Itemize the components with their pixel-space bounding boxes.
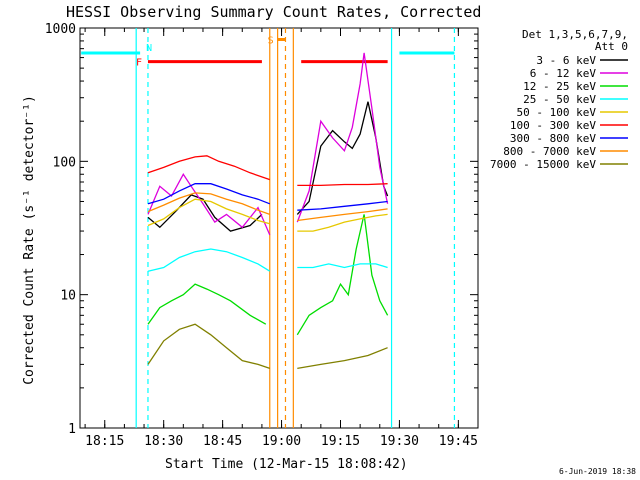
x-tick-label: 18:30 — [144, 434, 183, 449]
series-line — [297, 213, 388, 232]
x-tick-label: 19:15 — [321, 434, 360, 449]
x-tick-label: 19:00 — [262, 434, 301, 449]
series-line — [297, 183, 388, 187]
series-line — [147, 155, 271, 181]
series-line — [297, 200, 388, 211]
y-tick-label: 10 — [60, 289, 76, 304]
legend-header: Att 0 — [595, 40, 628, 53]
x-tick-label: 19:30 — [380, 434, 419, 449]
series-line — [147, 283, 267, 325]
flag-label: S — [268, 35, 274, 46]
series-line — [297, 347, 388, 370]
series-line — [147, 198, 270, 227]
chart-title: HESSI Observing Summary Count Rates, Cor… — [66, 3, 481, 21]
y-axis: 1 10 100 1000 — [45, 22, 478, 437]
x-tick-label: 18:45 — [203, 434, 242, 449]
series-line — [147, 173, 271, 236]
legend-entry-label: 7000 - 15000 keV — [490, 158, 596, 171]
series-line — [147, 194, 263, 232]
legend-entry-label: 6 - 12 keV — [530, 67, 597, 80]
y-tick-label: 1000 — [45, 22, 76, 37]
series-line — [147, 248, 271, 272]
series-line — [296, 101, 389, 215]
series-line — [296, 214, 389, 336]
legend-entry-label: 3 - 6 keV — [536, 54, 596, 67]
plot-area: NF S — [79, 27, 479, 429]
series-line — [147, 192, 271, 216]
legend-entry-label: 800 - 7000 keV — [503, 145, 596, 158]
legend-header: Det 1,3,5,6,7,9, — [522, 28, 628, 41]
legend-entry-label: 300 - 800 keV — [510, 132, 596, 145]
x-axis: 18:15 18:30 18:45 19:00 19:15 19:30 19:45 — [84, 28, 478, 449]
x-tick-label: 18:15 — [85, 434, 124, 449]
flag-label: N — [146, 43, 152, 54]
flag-label: F — [136, 58, 142, 69]
plot-frame — [79, 27, 479, 429]
footer-timestamp: 6-Jun-2019 18:38 — [559, 467, 636, 476]
series-line — [147, 183, 271, 205]
legend-entry-label: 100 - 300 keV — [510, 119, 596, 132]
legend-entry-label: 12 - 25 keV — [523, 80, 596, 93]
x-tick-label: 19:45 — [439, 434, 478, 449]
y-tick-label: 1 — [68, 422, 76, 437]
y-axis-label: Corrected Count Rate (s⁻¹ detector⁻¹) — [22, 95, 37, 385]
series-line — [297, 208, 388, 222]
y-tick-label: 100 — [53, 155, 76, 170]
series-line — [147, 323, 271, 370]
legend-entry-label: 50 - 100 keV — [517, 106, 597, 119]
series-line — [296, 52, 389, 223]
x-axis-label: Start Time (12-Mar-15 18:08:42) — [165, 457, 408, 472]
legend-entry-label: 25 - 50 keV — [523, 93, 596, 106]
series-line — [297, 263, 388, 269]
